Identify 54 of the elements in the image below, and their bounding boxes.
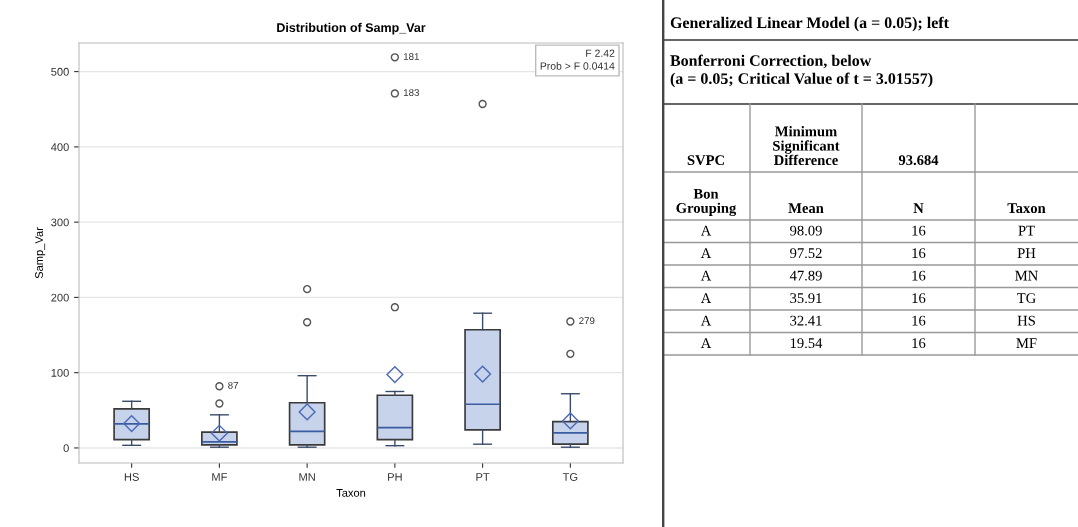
text: 47.89 bbox=[789, 270, 822, 281]
text: 93.684 bbox=[898, 155, 939, 166]
text: 16 bbox=[912, 270, 926, 281]
text: PT bbox=[1018, 225, 1035, 236]
y-tick-label: 100 bbox=[51, 368, 69, 377]
y-tick-label: 200 bbox=[51, 293, 69, 302]
x-tick-label: TG bbox=[562, 473, 578, 481]
text: 97.52 bbox=[790, 248, 822, 259]
text: 19.54 bbox=[790, 338, 823, 349]
text: Bonferroni Correction, below (a = 0.05; Critical Value of t = 3.01557) bbox=[670, 54, 933, 88]
y-axis-title: Samp_Var bbox=[35, 227, 46, 279]
text: PH bbox=[1017, 248, 1036, 258]
y-tick-label: 400 bbox=[51, 143, 69, 152]
text: 16 bbox=[912, 225, 926, 236]
annotation: 183 bbox=[403, 89, 419, 97]
text: MN bbox=[1015, 270, 1038, 281]
x-tick-label: MN bbox=[299, 473, 315, 481]
text: Mean bbox=[788, 203, 824, 214]
y-tick-label: 0 bbox=[63, 444, 69, 453]
text: A bbox=[700, 315, 712, 326]
text: A bbox=[700, 293, 712, 303]
annotation: 279 bbox=[579, 317, 595, 325]
y-tick-label: 300 bbox=[51, 218, 69, 227]
text: 98.09 bbox=[790, 225, 822, 236]
y-tick-label: 500 bbox=[51, 67, 69, 76]
text: MF bbox=[1016, 338, 1037, 348]
annotation: 87 bbox=[228, 381, 239, 389]
text: A bbox=[700, 338, 712, 348]
text: 16 bbox=[912, 338, 926, 349]
text: A bbox=[700, 270, 712, 281]
text: TG bbox=[1017, 293, 1036, 304]
text: 32.41 bbox=[790, 315, 822, 326]
chart-title: Distribution of Samp_Var bbox=[277, 22, 426, 35]
text: A bbox=[700, 225, 712, 236]
text: N bbox=[913, 203, 924, 213]
x-tick-label: PT bbox=[476, 473, 490, 481]
text: 16 bbox=[912, 248, 926, 259]
text: A bbox=[700, 248, 712, 258]
x-tick-label: MF bbox=[212, 473, 227, 481]
annotation: 181 bbox=[403, 53, 419, 60]
x-tick-label: PH bbox=[388, 473, 402, 481]
text: Bon Grouping bbox=[676, 188, 737, 216]
text: Generalized Linear Model (a = 0.05); left bbox=[670, 16, 949, 32]
text: HS bbox=[1017, 315, 1035, 326]
annotation: Prob > F 0.0414 bbox=[540, 62, 615, 70]
annotation: F 2.42 bbox=[586, 49, 615, 57]
text: Taxon bbox=[1007, 203, 1046, 214]
text: 16 bbox=[912, 293, 926, 304]
text: 35.91 bbox=[790, 293, 822, 304]
text: 16 bbox=[912, 315, 926, 326]
x-axis-title: Taxon bbox=[336, 489, 366, 497]
text: SVPC bbox=[687, 155, 724, 166]
text: Minimum Significant Difference bbox=[773, 126, 840, 166]
x-tick-label: HS bbox=[124, 473, 139, 481]
